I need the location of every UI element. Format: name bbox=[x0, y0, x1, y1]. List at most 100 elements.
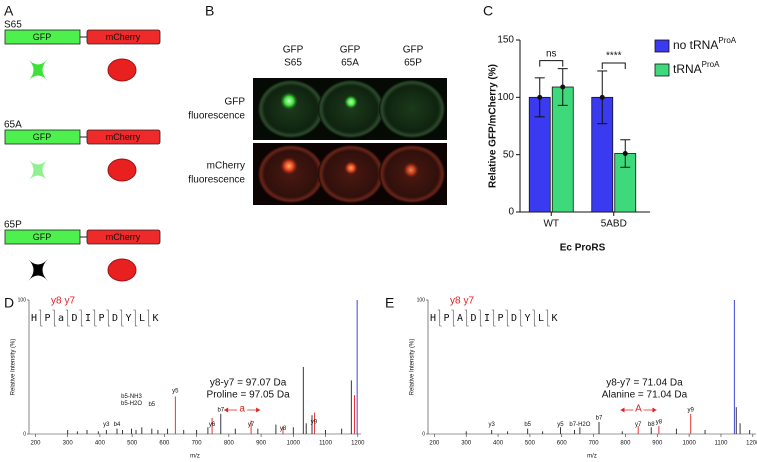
ellipse-icon bbox=[107, 158, 137, 182]
mcherry-box bbox=[86, 29, 161, 45]
residue: L bbox=[538, 313, 544, 324]
peak-label: b5-NH3 bbox=[121, 394, 142, 400]
mcherry-box bbox=[86, 129, 161, 145]
legend-entry: no tRNAProA bbox=[673, 36, 737, 52]
fragment-bracket bbox=[146, 309, 151, 327]
gfp-label: GFP bbox=[33, 232, 52, 242]
legend-superscript: ProA bbox=[718, 36, 736, 45]
gfp-label: GFP bbox=[33, 132, 52, 142]
gfp-image bbox=[253, 78, 447, 140]
mcherry-box bbox=[86, 229, 161, 245]
fragment-label: y8 bbox=[450, 296, 461, 307]
mcherry-label: mCherry bbox=[106, 132, 141, 142]
y-tick-label: 50 bbox=[503, 149, 515, 160]
x-tick-label: 500 bbox=[127, 441, 138, 447]
fragment-bracket bbox=[437, 309, 442, 327]
peak-label: y7 bbox=[635, 422, 642, 428]
x-tick-label: 400 bbox=[493, 441, 504, 447]
x-tick-label: 5ABD bbox=[601, 219, 627, 230]
fragment-bracket bbox=[505, 309, 510, 327]
y-tick-label: 100 bbox=[417, 297, 426, 303]
x-tick-label: 900 bbox=[256, 441, 267, 447]
fragment-bracket bbox=[133, 309, 138, 327]
column-label: S65 bbox=[284, 58, 302, 69]
peak-label: b7 bbox=[596, 415, 603, 421]
fragment-bracket bbox=[119, 309, 124, 327]
arrow-head bbox=[224, 407, 261, 413]
row-label: fluorescence bbox=[188, 175, 245, 186]
x-tick-label: 200 bbox=[429, 441, 440, 447]
gfp-label: GFP bbox=[33, 32, 52, 42]
star-icon bbox=[28, 159, 48, 181]
y-tick-label: 100 bbox=[18, 297, 27, 303]
x-tick-label: 400 bbox=[95, 441, 106, 447]
peak-label: y3 bbox=[489, 422, 496, 428]
peak-label: b5 bbox=[524, 422, 531, 428]
peak-label: y5 bbox=[172, 389, 179, 395]
fragment-label: y8 bbox=[51, 296, 62, 307]
star-icon bbox=[28, 259, 48, 281]
construct: 65P GFP mCherry bbox=[4, 220, 161, 282]
panel-label: D bbox=[4, 295, 14, 311]
mcherry-label: mCherry bbox=[106, 232, 141, 242]
x-tick-label: 1100 bbox=[319, 441, 333, 447]
column-label: 65A bbox=[341, 58, 359, 69]
legend-swatch bbox=[654, 63, 670, 77]
peak-label: b7-H2O bbox=[569, 422, 590, 428]
residue: I bbox=[484, 313, 490, 324]
residue: H bbox=[31, 313, 37, 324]
row-label: GFP bbox=[224, 97, 245, 108]
construct-label: 65P bbox=[4, 220, 22, 231]
panel-label: E bbox=[385, 295, 394, 311]
fragment-bracket bbox=[464, 309, 469, 327]
mean-dot bbox=[560, 84, 566, 90]
fragment-label: y7 bbox=[64, 296, 75, 307]
significance-label: ns bbox=[546, 48, 557, 59]
star-icon bbox=[28, 59, 48, 81]
construct: 65A GFP mCherry bbox=[4, 120, 161, 182]
mass-note: Alanine = 71.04 Da bbox=[602, 390, 688, 401]
peak-label: y8 bbox=[656, 420, 663, 426]
arrow-label-bg bbox=[633, 404, 644, 415]
legend-superscript: ProA bbox=[702, 60, 720, 69]
mean-dot bbox=[537, 94, 543, 100]
column-label: GFP bbox=[403, 45, 424, 56]
mean-dot bbox=[622, 151, 628, 157]
construct-label: S65 bbox=[4, 20, 22, 31]
column-label: GFP bbox=[283, 45, 304, 56]
residue: D bbox=[470, 313, 476, 324]
peak-label: y5 bbox=[557, 422, 564, 428]
peak-label: b4 bbox=[114, 422, 121, 428]
x-tick-label: 300 bbox=[63, 441, 74, 447]
fragment-bracket bbox=[451, 309, 456, 327]
x-tick-label: 700 bbox=[589, 441, 600, 447]
construct-label: 65A bbox=[4, 120, 22, 131]
residue: P bbox=[497, 313, 503, 324]
x-tick-label: 600 bbox=[557, 441, 568, 447]
peak-label: y9 bbox=[688, 407, 695, 413]
residue: Y bbox=[524, 313, 530, 324]
x-tick-label: 300 bbox=[461, 441, 472, 447]
residue: a bbox=[58, 313, 64, 324]
residue: A bbox=[457, 313, 463, 324]
mass-note: y8-y7 = 97.07 Da bbox=[210, 378, 287, 389]
legend-entry: tRNAProA bbox=[673, 60, 720, 76]
arrow-label-bg bbox=[237, 404, 248, 415]
peak-label: y3 bbox=[103, 422, 110, 428]
mass-note: y8-y7 = 71.04 Da bbox=[606, 378, 683, 389]
peak-label: y8 bbox=[280, 426, 287, 432]
significance-bracket bbox=[601, 62, 626, 69]
residue: D bbox=[511, 313, 517, 324]
residue: P bbox=[98, 313, 104, 324]
mcherry-image bbox=[253, 143, 447, 205]
x-tick-label: 200 bbox=[30, 441, 41, 447]
construct: S65 GFP mCherry bbox=[4, 20, 161, 82]
x-tick-label: 900 bbox=[652, 441, 663, 447]
peak-label: y9 bbox=[311, 420, 318, 426]
y-tick-label: 150 bbox=[497, 35, 514, 46]
y-tick-label: 0 bbox=[23, 431, 26, 437]
ellipse-icon bbox=[107, 58, 137, 82]
x-tick-label: 500 bbox=[525, 441, 536, 447]
x-tick-label: 1200 bbox=[746, 441, 757, 447]
y-tick-label: 100 bbox=[497, 92, 514, 103]
